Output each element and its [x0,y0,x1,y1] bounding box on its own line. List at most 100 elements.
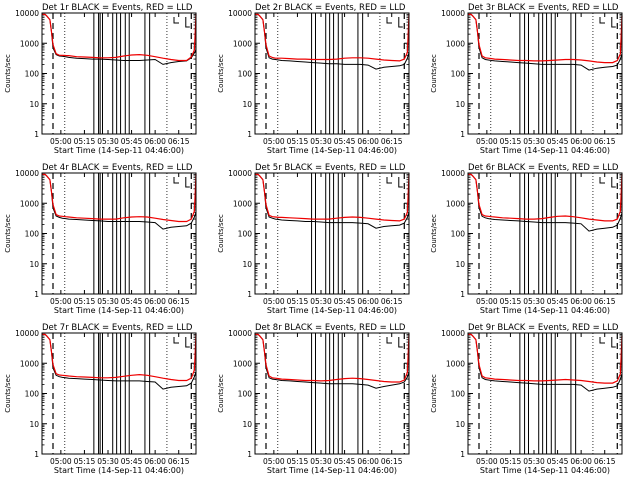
y-tick-label: 10 [455,420,465,429]
bracket-marker [386,337,392,344]
bracket-marker [599,17,605,24]
x-tick-label: 05:30 [523,297,545,306]
x-axis-label: Start Time (14-Sep-11 04:46:00) [54,466,184,475]
y-axis-label: Counts/sec [4,54,12,93]
y-tick-label: 1000 [233,199,252,208]
y-tick-label: 100 [25,70,40,79]
y-tick-label: 10 [242,260,252,269]
panel-title: Det 8r BLACK = Events, RED = LLD [255,323,406,333]
x-tick-label: 05:30 [97,457,119,466]
y-tick-label: 100 [238,70,253,79]
x-tick-label: 05:00 [263,137,285,146]
y-axis-label: Counts/sec [430,54,438,93]
x-tick-label: 05:30 [310,137,332,146]
x-tick-label: 06:15 [168,457,190,466]
x-tick-label: 05:00 [263,297,285,306]
panel-title: Det 6r BLACK = Events, RED = LLD [468,163,619,173]
bracket-marker [173,17,179,24]
plot-frame [467,172,623,295]
bracket-marker [611,337,616,348]
y-tick-label: 10 [29,100,39,109]
x-tick-label: 05:45 [121,457,143,466]
x-tick-label: 05:45 [547,457,569,466]
x-tick-label: 05:00 [50,137,72,146]
y-tick-label: 100 [451,390,466,399]
panel-title: Det 5r BLACK = Events, RED = LLD [255,163,406,173]
y-tick-label: 100 [451,230,466,239]
y-tick-label: 1000 [20,39,39,48]
x-tick-label: 05:15 [74,297,96,306]
y-tick-label: 10000 [441,9,465,18]
x-tick-label: 05:30 [310,297,332,306]
bracket-marker [173,337,179,344]
x-tick-label: 05:15 [500,457,522,466]
x-tick-label: 05:00 [476,297,498,306]
series-lld-red [255,173,410,222]
y-axis-label: Counts/sec [217,214,225,253]
x-tick-label: 06:00 [144,457,166,466]
plot-frame [467,12,623,135]
bracket-marker [398,337,403,348]
series-lld-red [42,173,197,223]
y-tick-label: 10000 [441,329,465,338]
x-tick-label: 05:15 [287,137,309,146]
y-tick-label: 1 [460,450,465,459]
y-tick-label: 1 [34,450,39,459]
plot-frame [41,332,197,455]
panel-det-9: Det 9r BLACK = Events, RED = LLD Counts/s… [430,323,623,475]
x-tick-label: 06:00 [357,457,379,466]
bracket-marker [386,177,392,184]
panel-title: Det 1r BLACK = Events, RED = LLD [42,3,193,13]
x-tick-label: 06:15 [594,137,616,146]
x-tick-label: 05:45 [547,297,569,306]
x-tick-label: 05:45 [334,297,356,306]
y-tick-label: 1000 [446,39,465,48]
x-tick-label: 05:15 [500,137,522,146]
bracket-marker [611,17,616,28]
panel-det-6: Det 6r BLACK = Events, RED = LLD Counts/s… [430,163,623,315]
bracket-marker [185,177,190,188]
x-axis-label: Start Time (14-Sep-11 04:46:00) [54,306,184,315]
panel-det-2: Det 2r BLACK = Events, RED = LLD Counts/s… [217,3,410,155]
y-tick-label: 10 [29,420,39,429]
x-tick-label: 05:15 [287,297,309,306]
x-tick-label: 05:45 [334,137,356,146]
x-tick-label: 06:15 [381,457,403,466]
y-tick-label: 1 [34,130,39,139]
bracket-marker [611,177,616,188]
y-tick-label: 1 [247,290,252,299]
plot-frame [467,332,623,455]
y-axis-label: Counts/sec [430,374,438,413]
bracket-marker [398,17,403,28]
y-tick-label: 10000 [15,329,39,338]
x-axis-label: Start Time (14-Sep-11 04:46:00) [480,146,610,155]
plot-frame [254,172,410,295]
panel-det-3: Det 3r BLACK = Events, RED = LLD Counts/s… [430,3,623,155]
x-tick-label: 06:00 [570,297,592,306]
y-tick-label: 10 [29,260,39,269]
y-tick-label: 10 [455,260,465,269]
x-axis-label: Start Time (14-Sep-11 04:46:00) [480,306,610,315]
panel-title: Det 4r BLACK = Events, RED = LLD [42,163,193,173]
x-tick-label: 05:15 [74,137,96,146]
y-tick-label: 1000 [20,199,39,208]
x-tick-label: 05:00 [50,457,72,466]
panel-det-8: Det 8r BLACK = Events, RED = LLD Counts/s… [217,323,410,475]
y-tick-label: 10 [242,420,252,429]
y-tick-label: 1000 [446,359,465,368]
y-tick-label: 10000 [228,329,252,338]
x-tick-label: 05:45 [334,457,356,466]
series-lld-red [255,333,410,383]
y-tick-label: 1 [460,290,465,299]
x-tick-label: 06:00 [144,297,166,306]
series-lld-red [468,13,623,64]
x-tick-label: 05:45 [121,137,143,146]
x-tick-label: 05:30 [523,457,545,466]
x-axis-label: Start Time (14-Sep-11 04:46:00) [267,466,397,475]
x-tick-label: 05:00 [263,457,285,466]
x-tick-label: 05:00 [476,137,498,146]
y-tick-label: 1 [247,130,252,139]
plot-frame [254,12,410,135]
plot-frame [41,172,197,295]
x-tick-label: 05:00 [50,297,72,306]
